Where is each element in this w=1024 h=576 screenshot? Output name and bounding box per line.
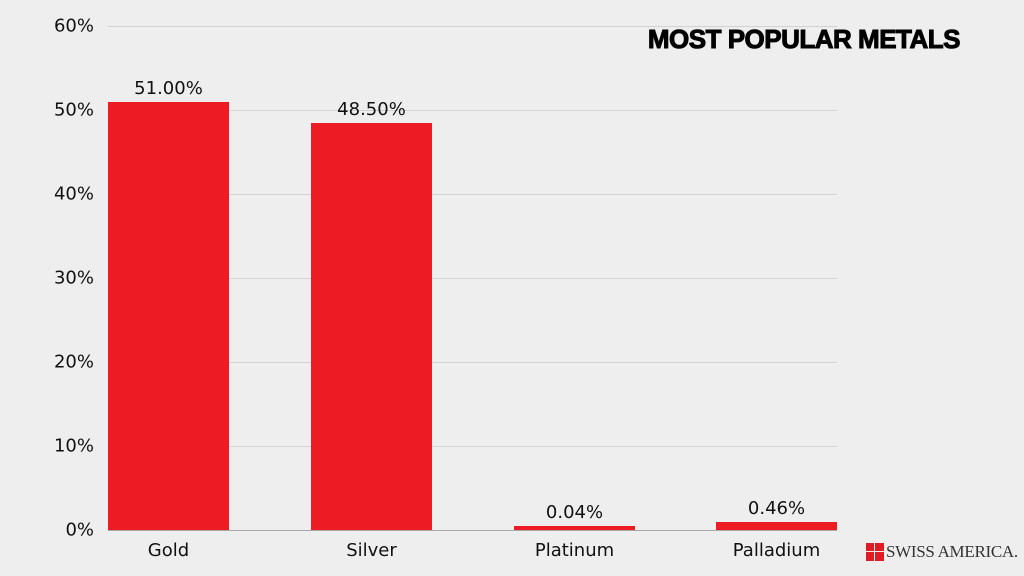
gridline xyxy=(108,278,837,279)
y-tick-label: 50% xyxy=(53,99,94,121)
y-tick-label: 40% xyxy=(53,183,94,205)
value-label: 0.46% xyxy=(747,498,806,519)
gridline xyxy=(108,194,837,195)
y-tick-label: 30% xyxy=(53,267,94,289)
y-tick-label: 10% xyxy=(53,435,94,457)
bar-gold xyxy=(108,101,229,530)
value-label: 48.50% xyxy=(337,98,406,120)
gridline xyxy=(108,110,837,111)
y-tick-label: 60% xyxy=(53,15,94,37)
gridline xyxy=(108,362,837,363)
gridline xyxy=(108,446,837,447)
value-label: 0.04% xyxy=(545,502,604,523)
x-tick-label: Palladium xyxy=(732,540,821,561)
value-label: 51.00% xyxy=(134,77,203,99)
y-tick-label: 20% xyxy=(53,351,94,373)
bar-platinum xyxy=(514,526,635,530)
x-tick-label: Platinum xyxy=(534,540,615,561)
logo-square-icon xyxy=(866,543,884,561)
bar-silver xyxy=(311,122,432,530)
bar-palladium xyxy=(716,522,837,530)
logo-text: SWISS AMERICA. xyxy=(886,542,1018,561)
y-tick-label: 0% xyxy=(65,519,94,541)
x-tick-label: Silver xyxy=(346,540,397,561)
x-tick-label: Gold xyxy=(147,540,190,561)
gridline xyxy=(108,530,837,531)
gridline xyxy=(108,26,837,27)
swiss-america-logo: SWISS AMERICA. xyxy=(866,542,1018,562)
chart-title: MOST POPULAR METALS xyxy=(647,24,961,55)
